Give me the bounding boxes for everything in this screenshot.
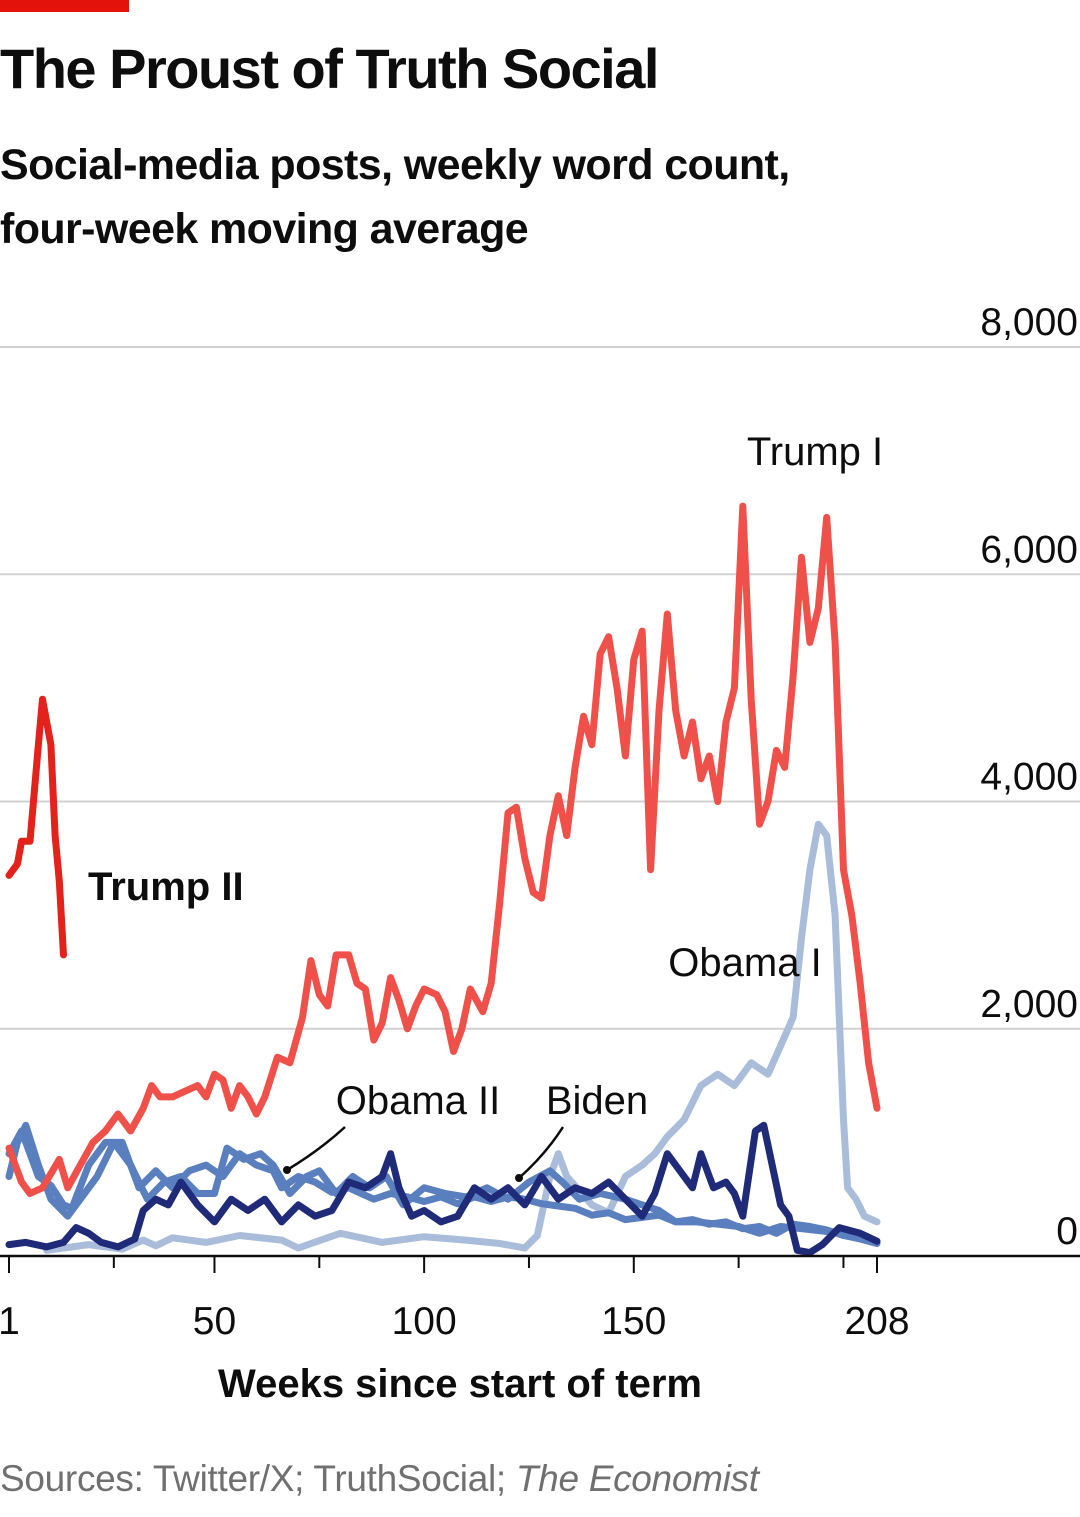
subtitle-line-2: four-week moving average	[0, 205, 529, 253]
series-trump-i-line	[5, 502, 881, 1197]
y-tick-label: 4,000	[980, 756, 1078, 799]
obama-ii-leader-line	[286, 1126, 346, 1172]
series-label-trump-ii: Trump II	[88, 865, 244, 909]
x-tick-label: 50	[193, 1300, 236, 1343]
biden-leader-dot	[515, 1174, 523, 1182]
series-biden-line	[5, 1121, 881, 1257]
series-label-obama-i: Obama I	[668, 941, 821, 985]
source-note: Sources: Twitter/X; TruthSocial; The Eco…	[0, 1458, 759, 1500]
obama-ii-leader-dot	[283, 1166, 291, 1174]
series-layer	[5, 502, 881, 1257]
series-trump-ii-line	[5, 695, 67, 959]
grid-layer	[0, 346, 1080, 1030]
series-label-obama-ii: Obama II	[336, 1079, 501, 1123]
biden-leader-line	[518, 1126, 565, 1179]
y-tick-label: 2,000	[980, 983, 1078, 1026]
source-italic: The Economist	[515, 1458, 759, 1499]
x-axis-label: Weeks since start of term	[218, 1362, 702, 1406]
accent-bar	[0, 0, 129, 12]
y-tick-label: 0	[1056, 1210, 1078, 1253]
x-tick-label: 150	[601, 1300, 666, 1343]
chart-subtitle: Social-media posts, weekly word count, f…	[0, 133, 1000, 261]
x-tick-label: 208	[844, 1300, 909, 1343]
y-tick-label: 6,000	[980, 528, 1078, 571]
series-obama-ii-line	[5, 1127, 881, 1247]
series-label-biden: Biden	[546, 1079, 648, 1123]
chart-title: The Proust of Truth Social	[0, 37, 659, 100]
subtitle-line-1: Social-media posts, weekly word count,	[0, 141, 790, 189]
source-prefix: Sources: Twitter/X; TruthSocial;	[0, 1458, 516, 1499]
y-tick-label: 8,000	[980, 301, 1078, 344]
x-tick-label: 100	[392, 1300, 457, 1343]
series-label-trump-i: Trump I	[747, 430, 883, 474]
label-layer: Trump I Trump II Obama I Obama II Biden	[88, 430, 883, 1182]
x-tick-label: 1	[0, 1300, 20, 1343]
